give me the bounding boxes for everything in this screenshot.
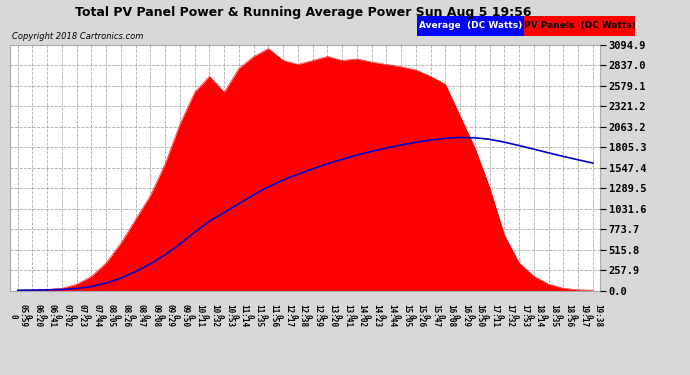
Text: 17:11
0: 17:11 0	[480, 304, 500, 327]
Text: 07:02
0: 07:02 0	[52, 304, 72, 327]
Text: 18:56
0: 18:56 0	[554, 304, 573, 327]
Text: 14:02
0: 14:02 0	[347, 304, 366, 327]
Text: 14:44
0: 14:44 0	[377, 304, 396, 327]
Text: 09:08
0: 09:08 0	[141, 304, 160, 327]
Text: 11:35
0: 11:35 0	[244, 304, 264, 327]
Text: 15:05
0: 15:05 0	[391, 304, 411, 327]
Text: 10:53
0: 10:53 0	[215, 304, 234, 327]
Text: 17:32
0: 17:32 0	[495, 304, 514, 327]
Text: 14:23
0: 14:23 0	[362, 304, 382, 327]
Text: 19:38
0: 19:38 0	[583, 304, 602, 327]
Text: 16:29
0: 16:29 0	[451, 304, 470, 327]
Text: 13:20
0: 13:20 0	[318, 304, 337, 327]
Text: 15:26
0: 15:26 0	[406, 304, 426, 327]
Text: 18:14
0: 18:14 0	[524, 304, 544, 327]
Text: PV Panels  (DC Watts): PV Panels (DC Watts)	[524, 21, 635, 30]
Text: Copyright 2018 Cartronics.com: Copyright 2018 Cartronics.com	[12, 32, 144, 41]
Text: 12:17
0: 12:17 0	[273, 304, 293, 327]
Text: 06:20
0: 06:20 0	[23, 304, 42, 327]
Text: 08:26
0: 08:26 0	[111, 304, 130, 327]
Text: 09:29
0: 09:29 0	[155, 304, 175, 327]
Text: 07:44
0: 07:44 0	[82, 304, 101, 327]
Text: 16:08
0: 16:08 0	[436, 304, 455, 327]
Text: 13:41
0: 13:41 0	[333, 304, 352, 327]
Text: 07:23
0: 07:23 0	[67, 304, 86, 327]
Text: 12:59
0: 12:59 0	[303, 304, 322, 327]
Text: 08:47
0: 08:47 0	[126, 304, 146, 327]
Text: 08:05
0: 08:05 0	[97, 304, 116, 327]
Text: 16:50
0: 16:50 0	[465, 304, 484, 327]
Text: Average  (DC Watts): Average (DC Watts)	[420, 21, 522, 30]
Text: 12:38
0: 12:38 0	[288, 304, 308, 327]
Text: Total PV Panel Power & Running Average Power Sun Aug 5 19:56: Total PV Panel Power & Running Average P…	[75, 6, 532, 19]
Text: 05:59
0: 05:59 0	[8, 304, 28, 327]
Text: 15:47
0: 15:47 0	[421, 304, 440, 327]
Text: 06:41
0: 06:41 0	[37, 304, 57, 327]
Text: 09:50
0: 09:50 0	[170, 304, 190, 327]
Text: 11:14
0: 11:14 0	[229, 304, 248, 327]
Text: 10:32
0: 10:32 0	[200, 304, 219, 327]
Text: 11:56
0: 11:56 0	[259, 304, 278, 327]
Text: 10:11
0: 10:11 0	[185, 304, 204, 327]
Text: 19:17
0: 19:17 0	[569, 304, 588, 327]
Text: 18:35
0: 18:35 0	[539, 304, 558, 327]
Text: 17:53
0: 17:53 0	[509, 304, 529, 327]
